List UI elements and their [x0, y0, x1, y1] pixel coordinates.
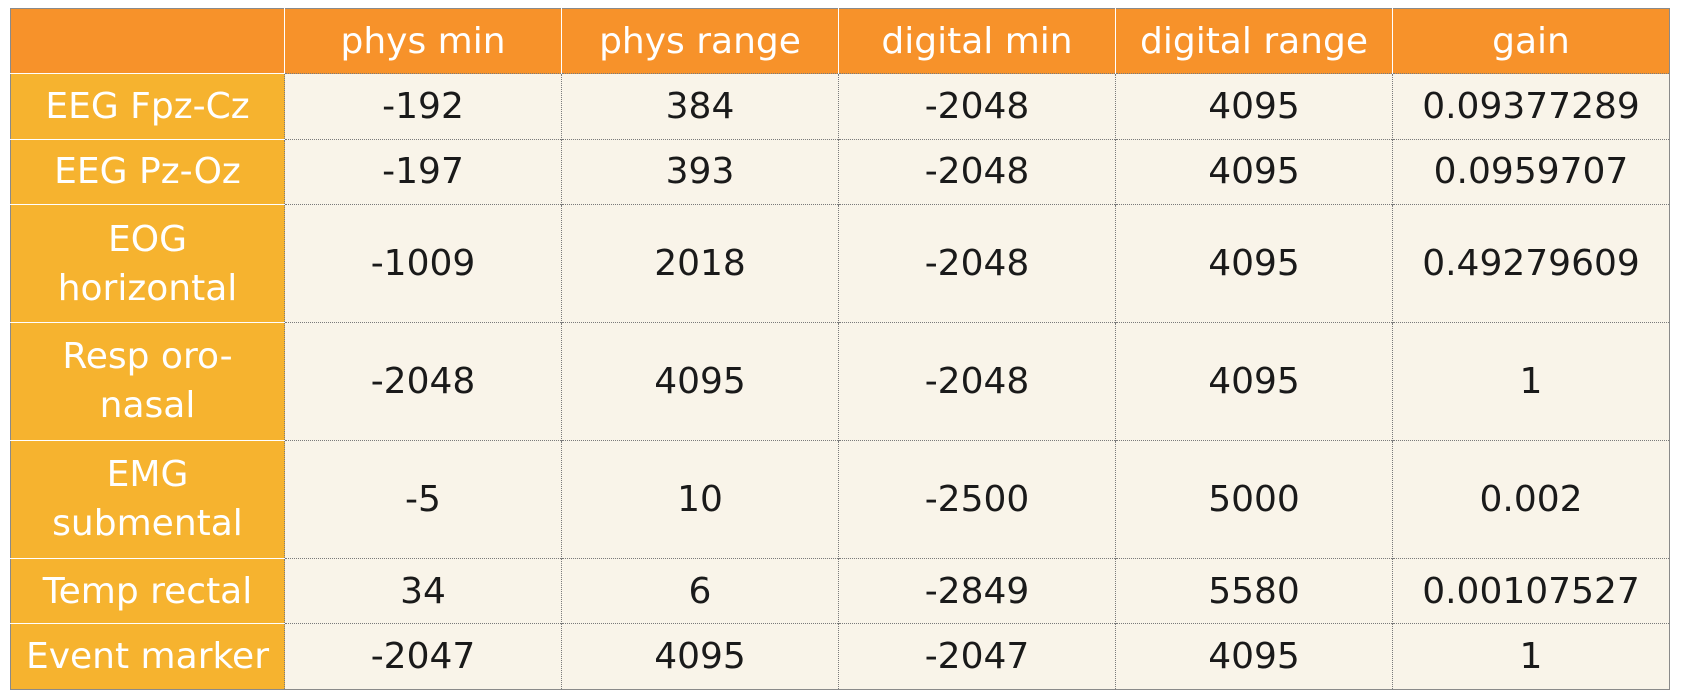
- table-row: EEG Pz-Oz -197 393 -2048 4095 0.0959707: [10, 138, 1670, 205]
- table-cell: 34: [284, 557, 562, 624]
- row-label: Resp oro-nasal: [10, 322, 285, 441]
- table-cell: -197: [284, 138, 562, 205]
- table-cell: -2048: [838, 73, 1116, 140]
- table-cell: 384: [561, 73, 839, 140]
- table-cell: 5580: [1115, 557, 1393, 624]
- table-cell: -1009: [284, 204, 562, 323]
- table-row: Resp oro-nasal -2048 4095 -2048 4095 1: [10, 322, 1670, 441]
- table-cell: 1: [1392, 623, 1670, 690]
- table-cell: 4095: [561, 322, 839, 441]
- header-cell-digital-min: digital min: [838, 8, 1116, 74]
- table-cell: 4095: [1115, 322, 1393, 441]
- table-cell: 4095: [1115, 138, 1393, 205]
- table-cell: -5: [284, 439, 562, 559]
- table-cell: -2048: [838, 204, 1116, 323]
- table-cell: -2048: [838, 138, 1116, 205]
- table-cell: -2048: [284, 322, 562, 441]
- table-cell: 4095: [1115, 623, 1393, 690]
- table-cell: 5000: [1115, 439, 1393, 559]
- table-cell: -2047: [284, 623, 562, 690]
- table-cell: 1: [1392, 322, 1670, 441]
- table-cell: -2500: [838, 439, 1116, 559]
- table-cell: 0.49279609: [1392, 204, 1670, 323]
- row-label: EOG horizontal: [10, 204, 285, 323]
- table-cell: 6: [561, 557, 839, 624]
- data-table-container: phys min phys range digital min digital …: [10, 8, 1670, 690]
- table-cell: 4095: [1115, 204, 1393, 323]
- row-label: Event marker: [10, 623, 285, 690]
- table-cell: 10: [561, 439, 839, 559]
- table-cell: 4095: [561, 623, 839, 690]
- header-cell-phys-range: phys range: [561, 8, 839, 74]
- table-cell: 4095: [1115, 73, 1393, 140]
- header-cell-phys-min: phys min: [284, 8, 562, 74]
- header-cell-digital-range: digital range: [1115, 8, 1393, 74]
- row-label: EEG Fpz-Cz: [10, 73, 285, 140]
- header-row: phys min phys range digital min digital …: [10, 8, 1670, 74]
- row-label: Temp rectal: [10, 557, 285, 624]
- table-row: EEG Fpz-Cz -192 384 -2048 4095 0.0937728…: [10, 73, 1670, 140]
- table-row: EMG submental -5 10 -2500 5000 0.002: [10, 439, 1670, 559]
- header-cell-gain: gain: [1392, 8, 1670, 74]
- table-cell: -2047: [838, 623, 1116, 690]
- table-cell: -2048: [838, 322, 1116, 441]
- row-label: EMG submental: [10, 439, 285, 559]
- table-cell: -2849: [838, 557, 1116, 624]
- table-cell: -192: [284, 73, 562, 140]
- table-cell: 0.00107527: [1392, 557, 1670, 624]
- table-cell: 0.0959707: [1392, 138, 1670, 205]
- table-row: Temp rectal 34 6 -2849 5580 0.00107527: [10, 557, 1670, 624]
- table-row: EOG horizontal -1009 2018 -2048 4095 0.4…: [10, 204, 1670, 323]
- header-cell-corner: [10, 8, 285, 74]
- table-cell: 393: [561, 138, 839, 205]
- table-cell: 0.09377289: [1392, 73, 1670, 140]
- row-label: EEG Pz-Oz: [10, 138, 285, 205]
- channel-parameters-table: phys min phys range digital min digital …: [10, 8, 1670, 690]
- table-cell: 2018: [561, 204, 839, 323]
- table-cell: 0.002: [1392, 439, 1670, 559]
- table-row: Event marker -2047 4095 -2047 4095 1: [10, 623, 1670, 690]
